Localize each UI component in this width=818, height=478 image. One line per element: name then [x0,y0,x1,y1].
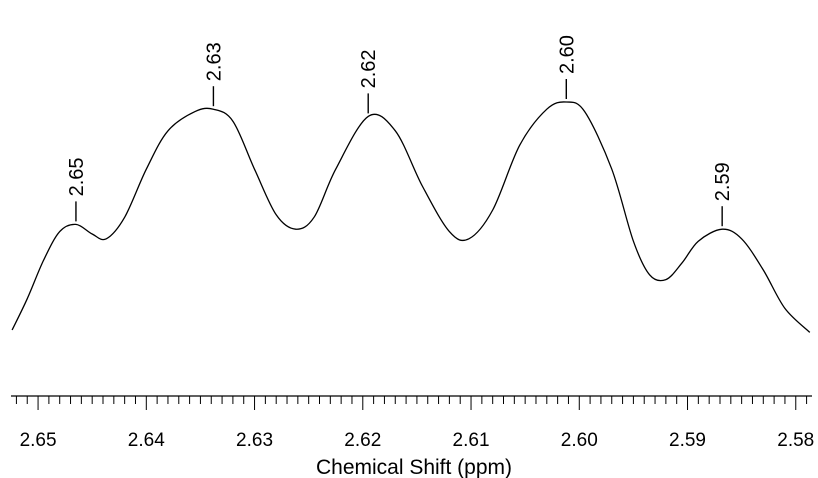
peak-label: 2.65 [66,157,88,196]
peak-marker-1: 2.63 [203,42,225,107]
x-tick-label: 2.60 [561,430,598,451]
x-tick-label: 2.64 [128,430,165,451]
x-tick-label: 2.61 [453,430,490,451]
peak-marker-3: 2.60 [556,35,578,99]
x-tick-label: 2.65 [20,430,57,451]
x-tick-label: 2.58 [777,430,814,451]
peak-label: 2.62 [358,49,380,88]
x-tick-label: 2.59 [669,430,706,451]
peak-marker-4: 2.59 [712,162,734,227]
peak-marker-0: 2.65 [66,157,88,222]
x-tick-label: 2.63 [236,430,273,451]
spectrum-plot-area [11,101,811,333]
peak-labels: 2.65 2.63 2.62 2.60 2.59 [66,35,734,227]
peak-label: 2.63 [203,42,225,81]
spectrum-line-0 [11,101,811,333]
x-axis-title: Chemical Shift (ppm) [316,456,512,478]
x-tick-label: 2.62 [344,430,381,451]
x-axis: 2.65 2.64 2.63 2.62 2.61 2.60 2.59 2.58 [11,395,814,451]
peak-label: 2.60 [556,35,578,74]
peak-label: 2.59 [712,162,734,201]
peak-marker-2: 2.62 [358,49,380,114]
